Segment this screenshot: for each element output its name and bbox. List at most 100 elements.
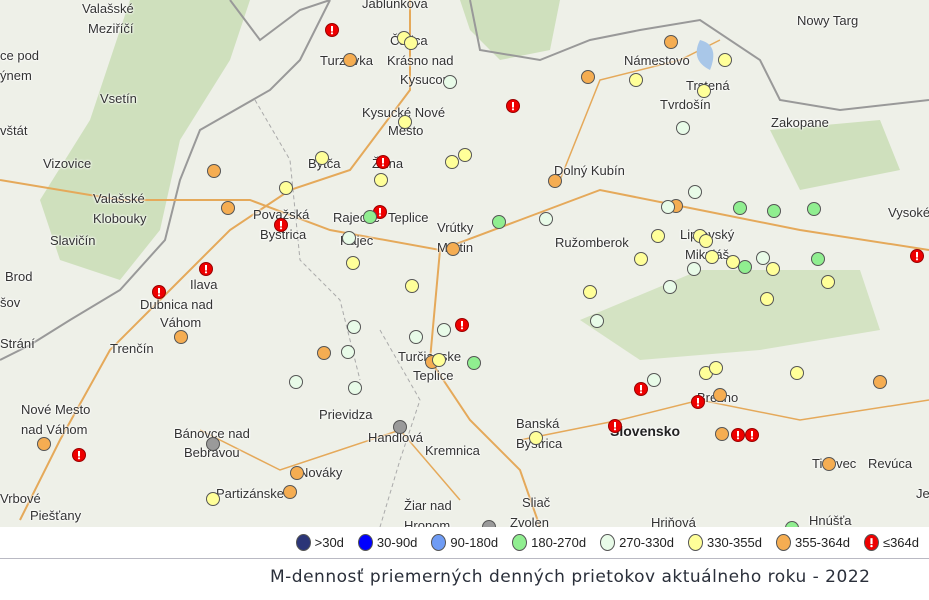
station-marker-270-330d[interactable] <box>289 375 303 389</box>
station-marker-330-355d[interactable] <box>374 173 388 187</box>
station-marker-355-364d[interactable] <box>446 242 460 256</box>
station-marker-270-330d[interactable] <box>443 75 457 89</box>
station-marker-≤364d[interactable] <box>72 448 86 462</box>
station-marker-≤364d[interactable] <box>325 23 339 37</box>
station-marker-330-355d[interactable] <box>315 151 329 165</box>
station-marker-330-355d[interactable] <box>346 256 360 270</box>
place-label: Trenčín <box>110 341 154 356</box>
station-marker-≤364d[interactable] <box>691 395 705 409</box>
exclamation-icon <box>157 288 161 297</box>
station-marker-180-270d[interactable] <box>811 252 825 266</box>
place-label: Kysucou <box>400 72 450 87</box>
station-marker-270-330d[interactable] <box>409 330 423 344</box>
station-marker-180-270d[interactable] <box>467 356 481 370</box>
station-marker-330-355d[interactable] <box>279 181 293 195</box>
station-marker-≤364d[interactable] <box>506 99 520 113</box>
station-marker-≤364d[interactable] <box>199 262 213 276</box>
station-marker-330-355d[interactable] <box>629 73 643 87</box>
station-marker-330-355d[interactable] <box>458 148 472 162</box>
station-marker-355-364d[interactable] <box>290 466 304 480</box>
station-marker-270-330d[interactable] <box>590 314 604 328</box>
station-marker-≤364d[interactable] <box>910 249 924 263</box>
station-marker-330-355d[interactable] <box>404 36 418 50</box>
station-marker-355-364d[interactable] <box>664 35 678 49</box>
station-marker-gray[interactable] <box>393 420 407 434</box>
station-marker-355-364d[interactable] <box>713 388 727 402</box>
station-marker-180-270d[interactable] <box>363 210 377 224</box>
station-marker-≤364d[interactable] <box>745 428 759 442</box>
station-marker-330-355d[interactable] <box>398 115 412 129</box>
station-marker-330-355d[interactable] <box>709 361 723 375</box>
station-marker-330-355d[interactable] <box>821 275 835 289</box>
station-marker-270-330d[interactable] <box>348 381 362 395</box>
station-marker-330-355d[interactable] <box>432 353 446 367</box>
legend-item: 330-355d <box>688 534 762 551</box>
station-marker-355-364d[interactable] <box>37 437 51 451</box>
station-marker-330-355d[interactable] <box>206 492 220 506</box>
station-marker-355-364d[interactable] <box>221 201 235 215</box>
station-marker-270-330d[interactable] <box>687 262 701 276</box>
station-marker-≤364d[interactable] <box>274 218 288 232</box>
place-label: Hnúšťa <box>809 513 852 527</box>
station-marker-330-355d[interactable] <box>705 250 719 264</box>
station-marker-330-355d[interactable] <box>583 285 597 299</box>
station-marker-270-330d[interactable] <box>661 200 675 214</box>
exclamation-icon <box>915 252 919 261</box>
station-marker-330-355d[interactable] <box>718 53 732 67</box>
station-marker-330-355d[interactable] <box>699 234 713 248</box>
station-marker-355-364d[interactable] <box>822 457 836 471</box>
legend-label: 30-90d <box>376 535 418 550</box>
station-marker-180-270d[interactable] <box>733 201 747 215</box>
station-marker-270-330d[interactable] <box>663 280 677 294</box>
station-marker-gray[interactable] <box>206 437 220 451</box>
station-marker-270-330d[interactable] <box>342 231 356 245</box>
legend-label: 355-364d <box>794 535 850 550</box>
station-marker-355-364d[interactable] <box>207 164 221 178</box>
legend-label: >30d <box>314 535 344 550</box>
station-marker-180-270d[interactable] <box>492 215 506 229</box>
place-label: Nováky <box>299 465 343 480</box>
station-marker-355-364d[interactable] <box>174 330 188 344</box>
station-marker-355-364d[interactable] <box>283 485 297 499</box>
station-marker-355-364d[interactable] <box>548 174 562 188</box>
station-marker-355-364d[interactable] <box>317 346 331 360</box>
station-marker-330-355d[interactable] <box>445 155 459 169</box>
station-marker-330-355d[interactable] <box>634 252 648 266</box>
station-marker-270-330d[interactable] <box>676 121 690 135</box>
station-marker-330-355d[interactable] <box>766 262 780 276</box>
legend-item: ≤364d <box>863 534 919 551</box>
place-label: Sliač <box>522 495 551 510</box>
station-marker-270-330d[interactable] <box>347 320 361 334</box>
station-marker-355-364d[interactable] <box>343 53 357 67</box>
station-marker-330-355d[interactable] <box>651 229 665 243</box>
station-marker-330-355d[interactable] <box>697 84 711 98</box>
place-label: Jel <box>916 486 929 501</box>
station-marker-180-270d[interactable] <box>767 204 781 218</box>
place-label: Nové Mesto <box>21 402 91 417</box>
place-label: Tvrdošín <box>660 97 711 112</box>
station-marker-270-330d[interactable] <box>539 212 553 226</box>
exclamation-icon <box>279 221 283 230</box>
station-marker-270-330d[interactable] <box>437 323 451 337</box>
station-marker-≤364d[interactable] <box>152 285 166 299</box>
station-marker-330-355d[interactable] <box>790 366 804 380</box>
station-marker-≤364d[interactable] <box>376 155 390 169</box>
station-marker-gray[interactable] <box>482 520 496 527</box>
station-marker-180-270d[interactable] <box>807 202 821 216</box>
station-marker-≤364d[interactable] <box>634 382 648 396</box>
station-marker-330-355d[interactable] <box>405 279 419 293</box>
station-marker-≤364d[interactable] <box>455 318 469 332</box>
station-marker-180-270d[interactable] <box>738 260 752 274</box>
station-marker-≤364d[interactable] <box>731 428 745 442</box>
station-marker-270-330d[interactable] <box>688 185 702 199</box>
station-marker-355-364d[interactable] <box>581 70 595 84</box>
station-marker-355-364d[interactable] <box>715 427 729 441</box>
station-marker-330-355d[interactable] <box>529 431 543 445</box>
station-marker-330-355d[interactable] <box>760 292 774 306</box>
station-marker-≤364d[interactable] <box>608 419 622 433</box>
station-marker-270-330d[interactable] <box>341 345 355 359</box>
station-marker-355-364d[interactable] <box>873 375 887 389</box>
station-marker-270-330d[interactable] <box>756 251 770 265</box>
station-marker-270-330d[interactable] <box>647 373 661 387</box>
